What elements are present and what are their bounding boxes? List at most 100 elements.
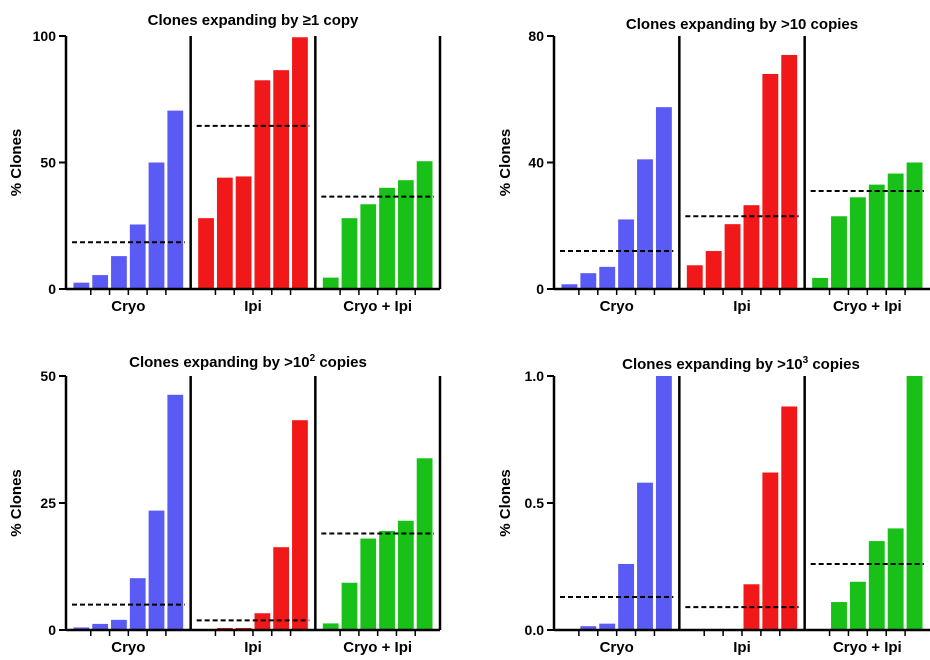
y-tick-label: 0.0 [525, 622, 545, 638]
y-tick-label: 0 [48, 281, 56, 297]
bar-ipi-2 [705, 251, 722, 289]
group-label-ipi: Ipi [733, 298, 751, 315]
bar-cryo-2 [92, 275, 109, 289]
bar-ipi-2 [216, 177, 233, 289]
chart-title: Clones expanding by >10 copies [626, 16, 858, 33]
bar-cryo-3 [599, 266, 616, 289]
bar-cryo-ipi-1 [322, 277, 339, 289]
bar-cryo-ipi-6 [906, 376, 923, 630]
bar-cryo-2 [580, 626, 597, 630]
bar-ipi-4 [743, 205, 760, 289]
group-label-cryo: Cryo [600, 298, 634, 315]
chart-title: Clones expanding by >102 copies [129, 353, 367, 371]
group-label-cryo: Cryo [600, 639, 634, 656]
chart-title: Clones expanding by >103 copies [622, 355, 860, 373]
bar-cryo-6 [655, 376, 672, 630]
bar-cryo-ipi-2 [341, 582, 358, 630]
bar-ipi-4 [254, 613, 271, 630]
bar-cryo-ipi-3 [360, 538, 377, 630]
bar-ipi-5 [762, 73, 779, 289]
y-tick-label: 50 [40, 155, 56, 171]
bar-cryo-ipi-2 [341, 218, 358, 289]
chart-title: Clones expanding by ≥1 copy [148, 12, 359, 29]
bar-cryo-5 [148, 510, 165, 630]
bar-cryo-6 [167, 394, 184, 630]
bar-ipi-6 [292, 37, 308, 289]
bar-cryo-ipi-4 [379, 187, 395, 289]
y-axis-label: % Clones [8, 129, 25, 197]
chart-panel-4: Clones expanding by >103 copies % Clones 0… [497, 355, 930, 656]
group-label-ipi: Ipi [733, 639, 751, 656]
bar-cryo-ipi-1 [812, 277, 829, 289]
bar-cryo-ipi-1 [322, 623, 339, 630]
bar-ipi-1 [686, 265, 703, 289]
chart-title-superscript: 3 [803, 355, 809, 366]
y-tick-label: 0 [48, 622, 56, 638]
bar-cryo-5 [637, 159, 653, 289]
bar-cryo-1 [561, 284, 578, 289]
bar-ipi-6 [292, 420, 308, 630]
bar-cryo-ipi-5 [887, 528, 904, 630]
chart-title-suffix: copies [808, 356, 860, 373]
group-label-ipi: Ipi [244, 298, 262, 315]
y-axis-label: % Clones [497, 469, 514, 537]
y-tick-label: 25 [40, 495, 56, 511]
bar-cryo-3 [111, 619, 127, 630]
bar-cryo-5 [637, 482, 653, 630]
bar-cryo-3 [599, 623, 616, 630]
chart-panel-3: Clones expanding by >102 copies % Clones 0… [8, 353, 442, 656]
bar-cryo-ipi-3 [360, 204, 377, 289]
y-tick-label: 100 [33, 28, 57, 44]
bar-cryo-ipi-3 [849, 197, 866, 289]
y-tick-label: 40 [528, 155, 544, 171]
bar-cryo-ipi-5 [397, 520, 414, 630]
bar-ipi-3 [235, 176, 252, 289]
chart-panel-2: Clones expanding by >10 copies % Clones 0 4… [497, 16, 930, 315]
bar-cryo-ipi-6 [416, 458, 433, 630]
bar-cryo-ipi-6 [416, 161, 433, 289]
group-label-cryo-ipi: Cryo + Ipi [833, 298, 902, 315]
bar-ipi-5 [273, 547, 290, 630]
chart-title-text: Clones expanding by ≥1 copy [148, 12, 359, 29]
bar-cryo-ipi-4 [868, 541, 885, 630]
bar-ipi-4 [254, 80, 271, 290]
y-tick-label: 1.0 [525, 368, 545, 384]
bar-cryo-ipi-5 [887, 173, 904, 289]
y-tick-label: 80 [528, 28, 544, 44]
chart-title-suffix: copies [315, 354, 367, 371]
bar-cryo-6 [167, 110, 184, 289]
bar-cryo-ipi-6 [906, 162, 923, 289]
y-tick-label: 0.5 [525, 495, 545, 511]
y-axis-label: % Clones [8, 469, 25, 537]
group-label-ipi: Ipi [244, 639, 262, 656]
bar-cryo-2 [580, 273, 597, 289]
bar-ipi-6 [781, 54, 798, 289]
chart-title-superscript: 2 [310, 353, 316, 364]
y-tick-label: 0 [536, 281, 544, 297]
bar-ipi-1 [198, 218, 214, 289]
chart-title-text: Clones expanding by >10 copies [626, 16, 858, 33]
bar-cryo-ipi-3 [849, 581, 866, 630]
bar-ipi-3 [724, 224, 741, 289]
group-label-cryo-ipi: Cryo + Ipi [343, 639, 412, 656]
bar-cryo-ipi-4 [868, 184, 885, 289]
group-label-cryo-ipi: Cryo + Ipi [833, 639, 902, 656]
bar-cryo-ipi-5 [397, 180, 414, 289]
chart-panel-1: Clones expanding by ≥1 copy % Clones 0 50 10… [8, 12, 442, 315]
y-tick-label: 50 [40, 368, 56, 384]
y-axis-label: % Clones [497, 129, 514, 197]
bar-cryo-1 [73, 282, 90, 289]
group-label-cryo: Cryo [111, 298, 145, 315]
bar-cryo-1 [73, 627, 90, 630]
group-label-cryo: Cryo [111, 639, 145, 656]
bar-cryo-4 [618, 219, 635, 289]
chart-title-text: Clones expanding by >10 [622, 356, 802, 373]
bar-cryo-5 [148, 162, 165, 289]
bar-ipi-6 [781, 406, 798, 630]
bar-ipi-5 [273, 70, 290, 289]
group-label-cryo-ipi: Cryo + Ipi [343, 298, 412, 315]
bar-ipi-5 [762, 472, 779, 630]
chart-title-text: Clones expanding by >10 [129, 354, 309, 371]
bar-cryo-4 [129, 224, 146, 289]
